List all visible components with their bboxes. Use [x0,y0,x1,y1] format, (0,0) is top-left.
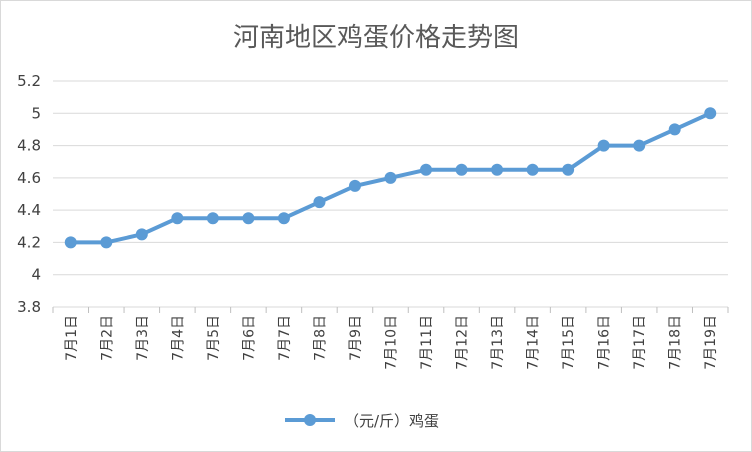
y-tick-label: 4.6 [17,169,41,187]
x-tick-label: 7月15日 [561,315,577,370]
data-point[interactable] [100,236,113,249]
x-tick-label: 7月10日 [384,315,400,370]
x-tick-label: 7月3日 [135,315,151,361]
legend-marker-icon [304,414,316,426]
series-layer [64,107,717,249]
data-point[interactable] [242,212,255,225]
data-point[interactable] [384,171,397,184]
data-point[interactable] [135,228,148,241]
data-point[interactable] [420,163,433,176]
x-tick-label: 7月9日 [348,315,364,361]
gridlines [53,80,728,308]
x-tick-label: 7月18日 [668,315,684,370]
x-tick-label: 7月11日 [419,315,435,370]
chart-title: 河南地区鸡蛋价格走势图 [233,23,519,53]
data-point[interactable] [313,196,326,209]
data-point[interactable] [455,163,468,176]
x-tick-label: 7月4日 [170,315,186,361]
y-tick-label: 5 [31,104,41,122]
y-tick-label: 4.2 [17,233,41,251]
data-point[interactable] [277,212,290,225]
legend[interactable]: （元/斤）鸡蛋 [285,412,439,430]
x-tick-label: 7月7日 [277,315,293,361]
data-point[interactable] [633,139,646,152]
data-point[interactable] [704,107,717,120]
x-tick-label: 7月6日 [241,315,257,361]
x-tick-label: 7月14日 [526,315,542,370]
x-tick-label: 7月13日 [490,315,506,370]
x-tick-label: 7月12日 [455,315,471,370]
y-tick-label: 5.2 [17,72,41,90]
data-point[interactable] [526,163,539,176]
y-tick-label: 3.8 [17,298,41,316]
y-axis-ticks: 3.8 4 4.2 4.4 4.6 4.8 5 5.2 [17,72,41,316]
data-point[interactable] [348,179,361,192]
data-point[interactable] [206,212,219,225]
x-tick-label: 7月8日 [312,315,328,361]
data-point[interactable] [668,123,681,136]
x-tick-label: 7月17日 [632,315,648,370]
data-point[interactable] [171,212,184,225]
x-tick-label: 7月19日 [703,315,719,370]
data-point[interactable] [491,163,504,176]
x-axis-ticks: 7月1日 7月2日 7月3日 7月4日 7月5日 7月6日 7月7日 7月8日 7月9日 7月10… [52,307,729,370]
x-tick-label: 7月2日 [99,315,115,361]
data-point[interactable] [64,236,77,249]
x-tick-label: 7月5日 [206,315,222,361]
legend-label: （元/斤）鸡蛋 [344,412,439,430]
x-tick-label: 7月16日 [597,315,613,370]
data-point[interactable] [597,139,610,152]
data-point[interactable] [562,163,575,176]
y-tick-label: 4 [31,266,41,284]
x-tick-label: 7月1日 [64,315,80,361]
y-tick-label: 4.4 [17,201,41,219]
y-tick-label: 4.8 [17,137,41,155]
